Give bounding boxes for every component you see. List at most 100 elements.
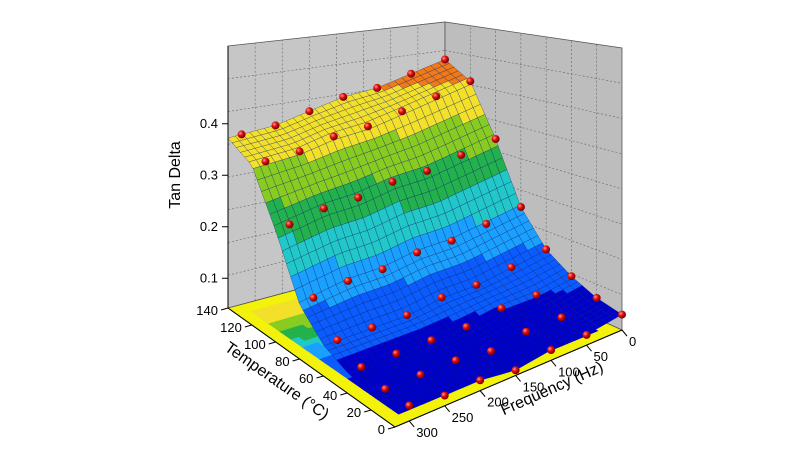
- back-wall-gridline: [227, 50, 446, 80]
- data-marker-t60-f150: [437, 293, 446, 302]
- temperature-axis-tick-mark: [340, 392, 348, 396]
- data-marker-t20-f150: [487, 347, 495, 356]
- data-marker-t20-f250: [416, 370, 425, 379]
- data-marker-t80-f50: [482, 219, 491, 228]
- data-marker-t100-f200: [354, 193, 363, 202]
- data-marker-t140-f100: [373, 83, 382, 92]
- data-marker-t20-f0: [592, 294, 601, 302]
- z-axis-tick-label: 0.4: [200, 116, 218, 131]
- data-marker-t0-f100: [547, 346, 556, 354]
- temperature-axis-tick-label: 60: [299, 371, 313, 386]
- data-marker-t80-f300: [309, 293, 318, 302]
- temperature-axis-tick-mark: [292, 358, 300, 362]
- data-marker-t60-f300: [333, 336, 342, 345]
- data-marker-t40-f300: [357, 363, 366, 371]
- data-marker-t100-f0: [491, 135, 500, 143]
- data-marker-t0-f150: [511, 366, 520, 375]
- temperature-axis-tick-label: 80: [275, 354, 289, 369]
- temperature-axis-tick-label: 40: [323, 388, 337, 403]
- data-marker-t140-f0: [441, 55, 449, 64]
- surface-cell: [390, 404, 404, 410]
- data-marker-t40-f100: [497, 304, 506, 313]
- data-marker-t140-f150: [339, 92, 348, 101]
- temperature-axis-tick-label: 0: [378, 422, 385, 437]
- temperature-axis-tick-mark: [244, 324, 252, 328]
- temperature-axis-tick-label: 140: [196, 303, 218, 318]
- data-marker-t80-f250: [344, 276, 352, 285]
- frequency-axis-tick-mark: [621, 329, 628, 337]
- data-marker-t80-f0: [516, 203, 525, 211]
- temperature-axis-tick-label: 100: [244, 337, 266, 352]
- data-marker-t120-f300: [261, 157, 270, 166]
- z-axis-tick-label: 0.1: [200, 270, 218, 285]
- data-marker-t120-f50: [432, 92, 441, 101]
- side-wall-gridline: [444, 192, 623, 260]
- temperature-axis-line: [227, 307, 396, 428]
- frequency-axis-tick-mark: [444, 405, 451, 413]
- data-marker-t100-f150: [388, 177, 397, 186]
- data-markers: [237, 55, 626, 410]
- frequency-axis-tick-label: 50: [594, 349, 608, 364]
- temperature-axis-tick-mark: [316, 375, 324, 379]
- data-marker-t120-f200: [329, 132, 338, 141]
- frequency-axis-tick-label: 0: [629, 334, 636, 349]
- data-marker-t60-f0: [542, 245, 551, 254]
- back-wall-gridline: [227, 221, 446, 276]
- data-marker-t20-f300: [381, 384, 390, 393]
- frequency-axis-tick-label: 150: [523, 379, 545, 394]
- frequency-axis-tick-label: 200: [487, 395, 509, 410]
- data-marker-t100-f250: [319, 204, 328, 213]
- data-marker-t60-f100: [472, 280, 481, 289]
- floor-contour-cell: [250, 309, 265, 316]
- temperature-axis-tick-mark: [220, 307, 229, 311]
- data-marker-t100-f300: [285, 220, 294, 229]
- data-marker-t100-f50: [457, 150, 466, 159]
- data-marker-t20-f200: [451, 356, 460, 365]
- data-marker-t0-f200: [476, 376, 485, 385]
- frequency-axis-tick-mark: [550, 359, 557, 367]
- frequency-axis-tick-label: 100: [558, 364, 580, 379]
- data-marker-t80-f100: [447, 236, 456, 245]
- data-marker-t40-f150: [462, 322, 471, 331]
- frequency-axis-tick-mark: [479, 390, 486, 397]
- frequency-axis-tick-label: 250: [452, 410, 474, 425]
- data-marker-t80-f150: [413, 248, 422, 257]
- data-marker-t60-f200: [402, 311, 411, 319]
- data-marker-t40-f0: [567, 272, 576, 281]
- side-wall-gridline: [444, 164, 623, 225]
- data-marker-t140-f300: [237, 130, 246, 139]
- data-marker-t40-f200: [427, 336, 436, 345]
- frequency-axis-tick-mark: [586, 344, 592, 352]
- z-axis-title: Tan Delta: [167, 141, 184, 209]
- data-marker-t100-f100: [422, 166, 431, 175]
- data-marker-t20-f50: [557, 313, 566, 322]
- z-axis-tick-label: 0.3: [200, 167, 218, 182]
- data-marker-t80-f200: [378, 265, 387, 274]
- frequency-axis-tick-mark: [515, 375, 521, 382]
- data-marker-t120-f100: [398, 107, 406, 116]
- side-wall-gridline: [444, 107, 623, 155]
- side-wall-gridline: [444, 135, 623, 190]
- data-marker-t20-f100: [522, 327, 531, 336]
- data-marker-t140-f250: [271, 121, 280, 130]
- data-marker-t60-f250: [368, 323, 377, 332]
- data-marker-t0-f300: [405, 401, 414, 410]
- data-marker-t0-f50: [582, 330, 591, 339]
- back-wall-gridline: [227, 78, 446, 112]
- temperature-axis-tick-mark: [387, 426, 396, 430]
- z-axis-tick-label: 0.2: [200, 219, 218, 234]
- data-marker-t120-f0: [466, 77, 475, 86]
- temperature-axis-tick-label: 20: [347, 405, 361, 420]
- temperature-axis-tick-mark: [364, 409, 372, 413]
- data-marker-t0-f0: [618, 310, 626, 319]
- data-marker-t120-f150: [363, 122, 372, 131]
- frequency-axis-tick-label: 300: [416, 425, 438, 440]
- data-marker-t140-f200: [305, 107, 314, 116]
- data-marker-t140-f50: [407, 69, 416, 78]
- data-marker-t40-f250: [392, 349, 401, 358]
- frequency-axis-line: [394, 329, 623, 428]
- data-marker-t0-f250: [440, 391, 449, 400]
- temperature-axis-tick-label: 120: [220, 320, 242, 335]
- frequency-axis-tick-mark: [408, 420, 415, 428]
